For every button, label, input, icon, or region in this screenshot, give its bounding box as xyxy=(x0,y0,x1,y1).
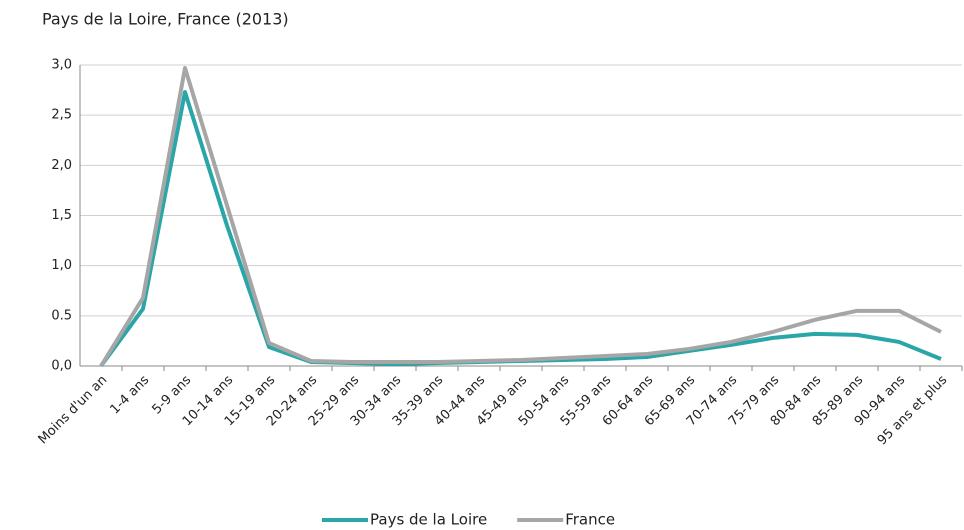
chart-subtitle: Pays de la Loire, France (2013) xyxy=(42,10,289,29)
legend-label: France xyxy=(565,511,615,529)
series-line xyxy=(99,90,942,368)
y-tick-label: 0.5 xyxy=(51,308,72,323)
y-tick-label: 0,0 xyxy=(51,359,72,374)
x-tick-label: 1-4 ans xyxy=(108,373,153,418)
y-tick-label: 1,0 xyxy=(51,258,72,273)
y-tick-label: 3,0 xyxy=(51,58,72,73)
series-line xyxy=(99,66,942,368)
y-tick-label: 1,5 xyxy=(51,208,72,223)
y-tick-label: 2,0 xyxy=(51,158,72,173)
y-tick-label: 2,5 xyxy=(51,108,72,123)
legend-label: Pays de la Loire xyxy=(370,511,487,529)
x-tick-label: Moins d'un an xyxy=(36,373,111,448)
